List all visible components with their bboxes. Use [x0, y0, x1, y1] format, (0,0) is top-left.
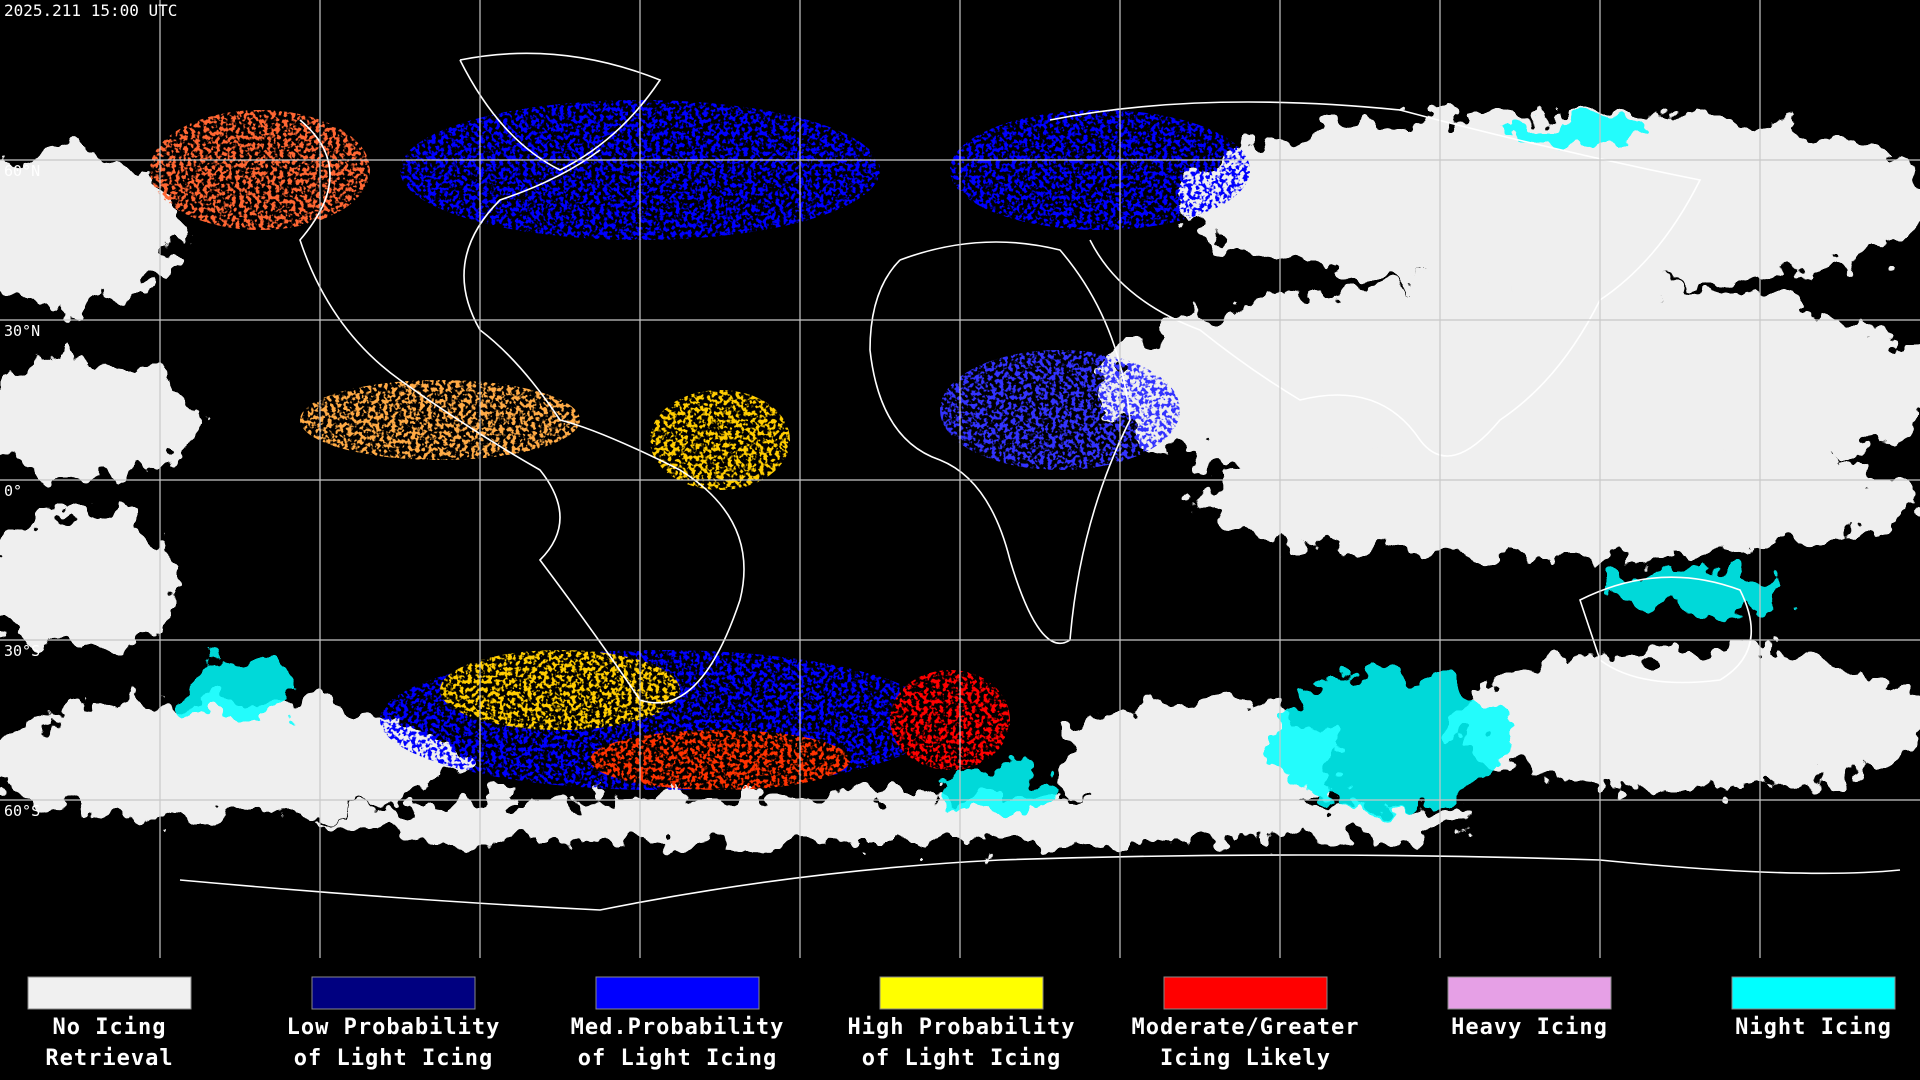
- legend-label: Med.Probability: [571, 1015, 785, 1040]
- legend-label: of Light Icing: [578, 1046, 777, 1071]
- legend-swatch: [311, 976, 476, 1010]
- latitude-label: 30°S: [4, 642, 40, 660]
- legend-label: Heavy Icing: [1451, 1015, 1608, 1040]
- legend-swatch: [879, 976, 1044, 1010]
- legend-label: Moderate/Greater: [1132, 1015, 1360, 1040]
- legend-swatch: [27, 976, 192, 1010]
- legend-label: Retrieval: [45, 1046, 173, 1071]
- legend-label: of Light Icing: [862, 1046, 1061, 1071]
- legend-label: Low Probability: [287, 1015, 501, 1040]
- legend-swatch: [1447, 976, 1612, 1010]
- latitude-label: 60°N: [4, 162, 40, 180]
- night-icing-areas: [180, 115, 1790, 815]
- latitude-label: 0°: [4, 482, 22, 500]
- legend-label: of Light Icing: [294, 1046, 493, 1071]
- legend-label: Icing Likely: [1160, 1046, 1331, 1071]
- legend-label: No Icing: [53, 1015, 167, 1040]
- legend-swatch: [595, 976, 760, 1010]
- latitude-label: 30°N: [4, 322, 40, 340]
- legend-swatch: [1731, 976, 1896, 1010]
- no-icing-areas: [0, 110, 1920, 845]
- legend-swatch: [1163, 976, 1328, 1010]
- legend-label: Night Icing: [1735, 1015, 1892, 1040]
- legend: No Icing Retrieval Low Probability of Light…: [27, 976, 1896, 1071]
- graticule: [0, 0, 1920, 958]
- timestamp: 2025.211 15:00 UTC: [4, 1, 177, 20]
- latitude-label: 60°S: [4, 802, 40, 820]
- legend-label: High Probability: [848, 1015, 1076, 1040]
- labels: 2025.211 15:00 UTC 60°N 30°N 0° 30°S 60°S: [4, 1, 177, 820]
